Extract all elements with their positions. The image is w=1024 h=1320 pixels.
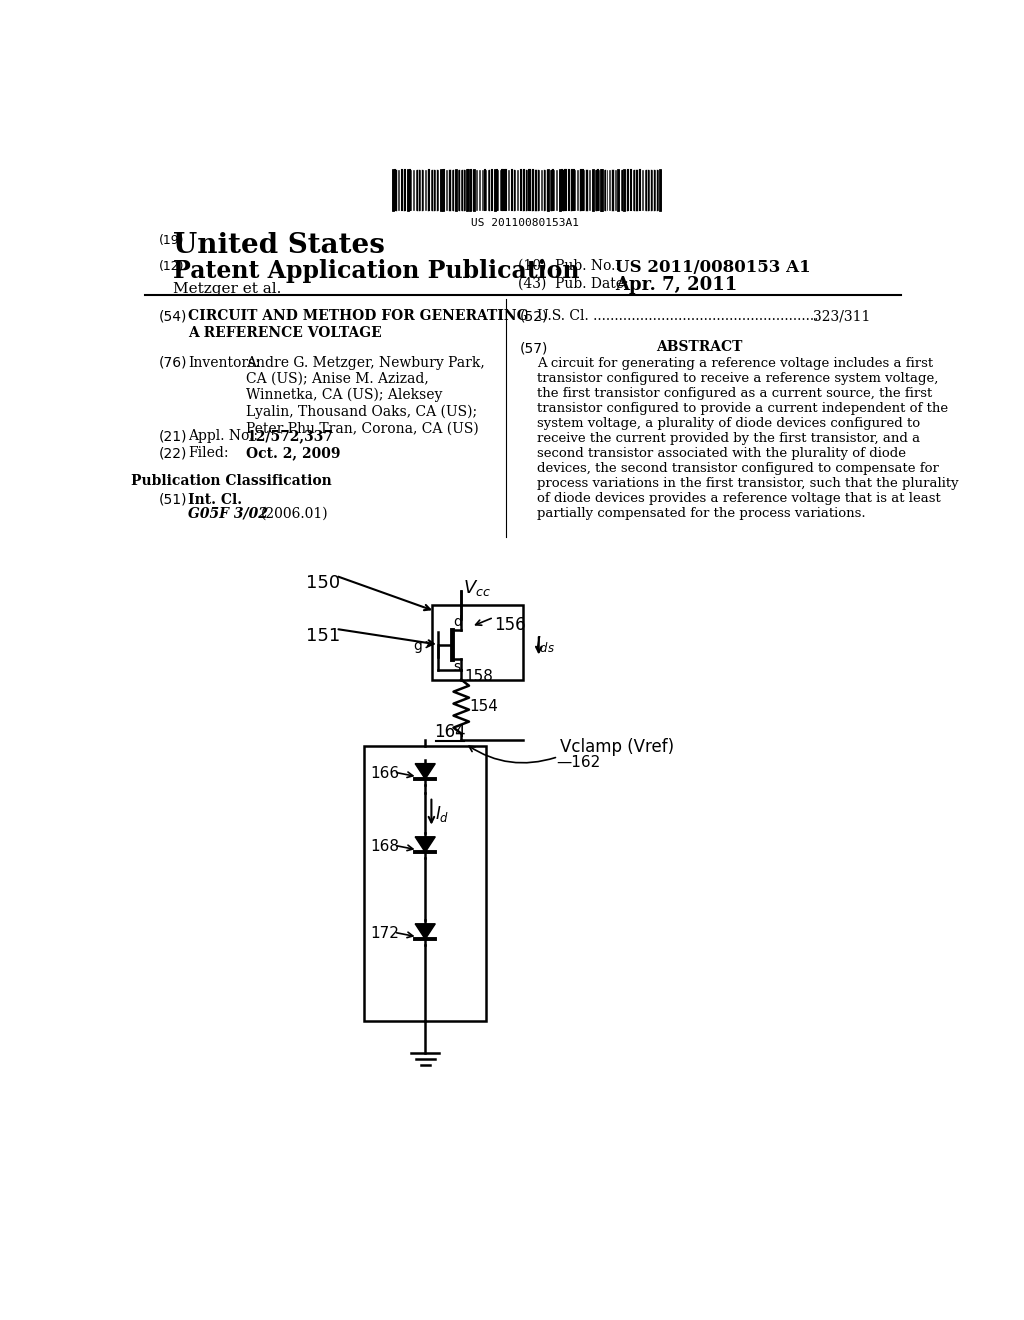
Text: Oct. 2, 2009: Oct. 2, 2009 bbox=[246, 446, 340, 461]
Text: 164: 164 bbox=[434, 723, 466, 742]
Text: g: g bbox=[414, 639, 423, 653]
Text: 172: 172 bbox=[371, 927, 399, 941]
Text: Inventors:: Inventors: bbox=[188, 355, 260, 370]
Text: (10)  Pub. No.:: (10) Pub. No.: bbox=[518, 259, 620, 272]
Text: Int. Cl.: Int. Cl. bbox=[188, 492, 243, 507]
Text: 151: 151 bbox=[306, 627, 341, 644]
Text: Filed:: Filed: bbox=[188, 446, 229, 461]
Text: (52): (52) bbox=[520, 309, 549, 323]
Bar bbox=[365, 746, 486, 1020]
Text: US 20110080153A1: US 20110080153A1 bbox=[471, 218, 579, 227]
Text: ABSTRACT: ABSTRACT bbox=[656, 341, 742, 354]
Text: Andre G. Metzger, Newbury Park,
CA (US); Anise M. Azizad,
Winnetka, CA (US); Ale: Andre G. Metzger, Newbury Park, CA (US);… bbox=[246, 355, 484, 436]
Text: Publication Classification: Publication Classification bbox=[131, 474, 332, 488]
Text: s: s bbox=[454, 660, 461, 675]
Text: (21): (21) bbox=[159, 429, 187, 444]
Text: Vclamp (Vref): Vclamp (Vref) bbox=[560, 738, 675, 756]
Text: (51): (51) bbox=[159, 492, 187, 507]
Text: Appl. No.:: Appl. No.: bbox=[188, 429, 258, 444]
Polygon shape bbox=[415, 763, 435, 779]
Text: CIRCUIT AND METHOD FOR GENERATING
A REFERENCE VOLTAGE: CIRCUIT AND METHOD FOR GENERATING A REFE… bbox=[188, 309, 529, 339]
Text: d: d bbox=[454, 615, 463, 628]
Text: Apr. 7, 2011: Apr. 7, 2011 bbox=[614, 276, 737, 294]
Polygon shape bbox=[415, 837, 435, 853]
Text: United States: United States bbox=[173, 232, 385, 259]
Text: 154: 154 bbox=[469, 700, 498, 714]
Text: (57): (57) bbox=[520, 342, 549, 355]
Text: Metzger et al.: Metzger et al. bbox=[173, 281, 282, 296]
Text: —162: —162 bbox=[556, 755, 600, 770]
Polygon shape bbox=[415, 924, 435, 940]
Text: (76): (76) bbox=[159, 355, 187, 370]
Text: (43)  Pub. Date:: (43) Pub. Date: bbox=[518, 276, 629, 290]
Text: 166: 166 bbox=[371, 766, 399, 781]
Text: 150: 150 bbox=[306, 574, 340, 593]
Text: 168: 168 bbox=[371, 840, 399, 854]
Text: $I_d$: $I_d$ bbox=[434, 804, 449, 825]
Text: 158: 158 bbox=[464, 669, 494, 684]
Text: $I_{ds}$: $I_{ds}$ bbox=[535, 635, 555, 655]
Text: (22): (22) bbox=[159, 446, 187, 461]
Text: 323/311: 323/311 bbox=[813, 309, 870, 323]
Text: 12/572,337: 12/572,337 bbox=[246, 429, 333, 444]
Text: A circuit for generating a reference voltage includes a first
transistor configu: A circuit for generating a reference vol… bbox=[538, 358, 958, 520]
Text: (2006.01): (2006.01) bbox=[261, 507, 329, 520]
Text: 156: 156 bbox=[494, 615, 525, 634]
Text: US 2011/0080153 A1: US 2011/0080153 A1 bbox=[614, 259, 810, 276]
Text: Patent Application Publication: Patent Application Publication bbox=[173, 259, 580, 282]
Text: $V_{cc}$: $V_{cc}$ bbox=[463, 578, 490, 598]
Text: G05F 3/02: G05F 3/02 bbox=[188, 507, 268, 520]
Text: (12): (12) bbox=[159, 260, 184, 273]
Text: U.S. Cl. .....................................................: U.S. Cl. ...............................… bbox=[538, 309, 818, 323]
Bar bbox=[432, 605, 523, 680]
Text: (19): (19) bbox=[159, 234, 184, 247]
Text: (54): (54) bbox=[159, 309, 187, 323]
